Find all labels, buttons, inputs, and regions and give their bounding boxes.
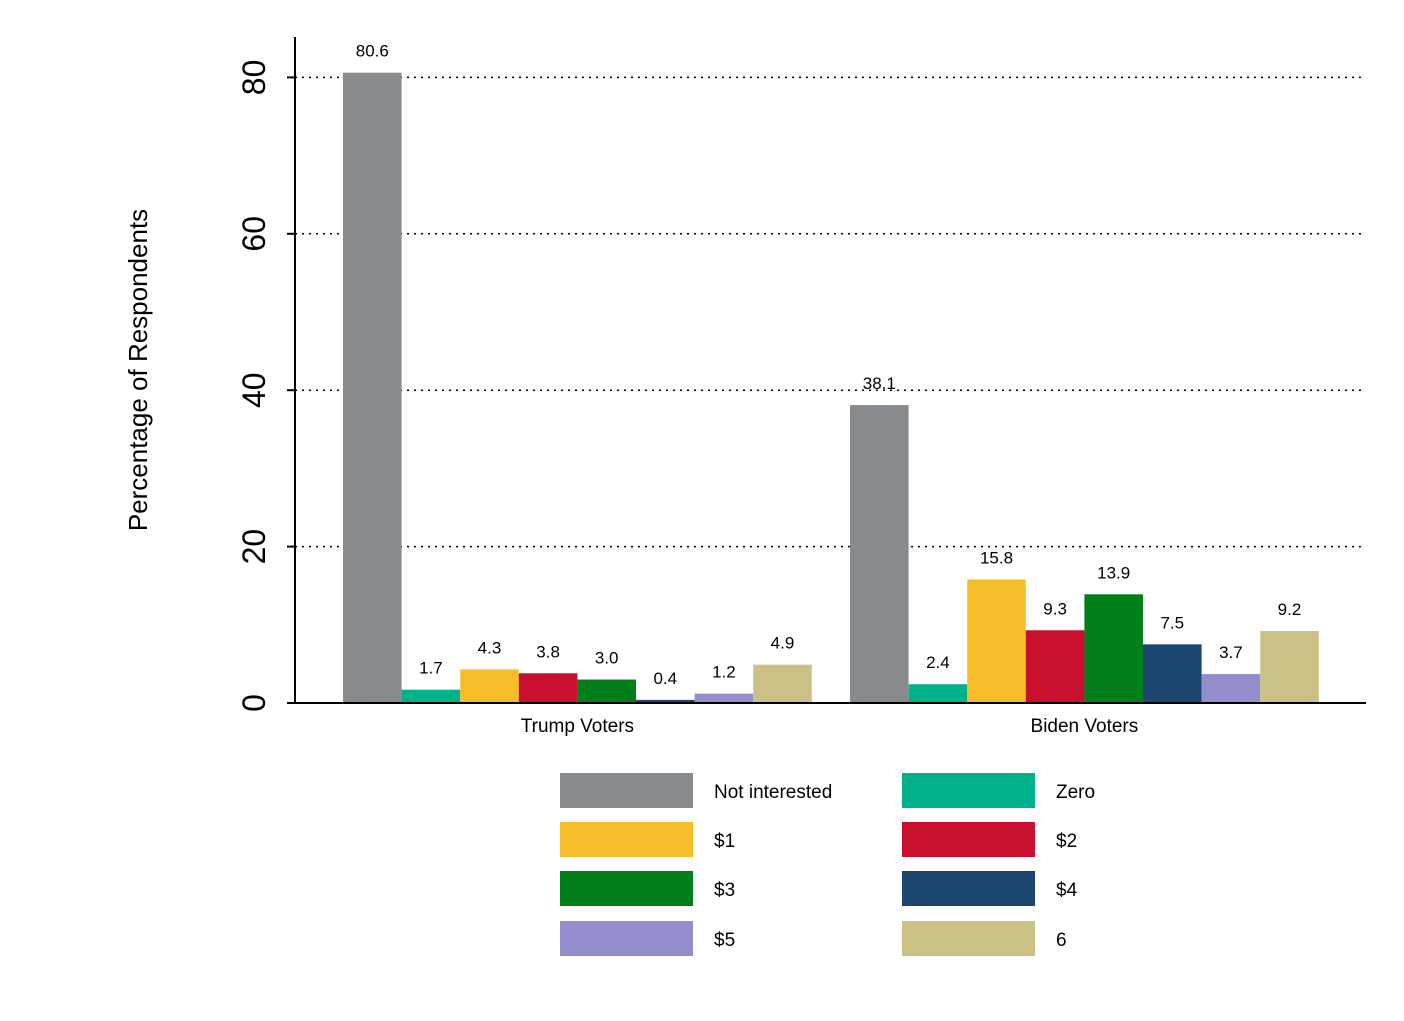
data-label: 7.5	[1160, 613, 1184, 632]
bar	[1201, 674, 1261, 703]
data-label: 15.8	[980, 548, 1013, 567]
bar	[850, 405, 909, 703]
legend-swatch	[902, 871, 1035, 906]
data-label: 2.4	[926, 653, 950, 672]
legend-swatch	[560, 921, 693, 956]
bar	[753, 664, 812, 703]
legend-label: $4	[1056, 880, 1078, 901]
data-label: 9.3	[1043, 599, 1067, 618]
data-label: 3.8	[536, 642, 560, 661]
bar	[636, 699, 695, 703]
bar	[1143, 644, 1202, 703]
bar	[401, 689, 461, 703]
bar	[1084, 594, 1143, 703]
legend-swatch	[902, 921, 1035, 956]
legend-label: Zero	[1056, 782, 1095, 803]
y-tick-label: 80	[236, 60, 272, 96]
data-label: 1.2	[712, 663, 736, 682]
bars	[343, 72, 1319, 703]
data-label: 3.7	[1219, 643, 1243, 662]
y-tick-label: 0	[236, 694, 272, 712]
bar	[1260, 631, 1319, 703]
data-label: 38.1	[863, 374, 896, 393]
x-tick-label: Biden Voters	[1031, 716, 1139, 737]
data-label: 80.6	[356, 42, 389, 61]
bar	[967, 579, 1026, 703]
legend-label: $2	[1056, 831, 1077, 852]
legend-label: $1	[714, 831, 735, 852]
y-axis-title: Percentage of Respondents	[123, 209, 153, 531]
y-tick-label: 60	[236, 216, 272, 252]
legend-swatch	[560, 773, 693, 808]
bar	[518, 673, 578, 703]
legend-swatch	[902, 822, 1035, 857]
bar	[577, 679, 636, 703]
bar	[694, 693, 754, 703]
bar	[460, 669, 519, 703]
legend-swatch	[560, 871, 693, 906]
bar	[343, 72, 402, 703]
data-label: 1.7	[419, 659, 443, 678]
data-label: 4.3	[478, 638, 502, 657]
y-tick-label: 20	[236, 529, 272, 565]
legend-swatch	[560, 822, 693, 857]
legend-label: $3	[714, 880, 735, 901]
legend-label: Not interested	[714, 782, 832, 803]
gridlines	[295, 76, 1366, 548]
y-tick-labels: 0 20 40 60 80	[236, 60, 295, 712]
data-label: 0.4	[653, 669, 677, 688]
y-tick-label: 40	[236, 372, 272, 408]
data-label: 3.0	[595, 649, 619, 668]
legend-label: 6	[1056, 930, 1067, 951]
bar	[1025, 630, 1085, 703]
data-labels: 80.6 1.7 4.3 3.8 3.0 0.4 1.2 4.9 38.1 2.4 15.8 9.3 1…	[356, 42, 1302, 688]
bar	[908, 684, 968, 703]
data-label: 13.9	[1097, 563, 1130, 582]
x-tick-label: Trump Voters	[521, 716, 634, 737]
axes	[294, 37, 1366, 704]
data-label: 9.2	[1278, 600, 1302, 619]
legend: Not interested Zero $1 $2 $3 $4 $5 6	[560, 773, 1095, 956]
legend-swatch	[902, 773, 1035, 808]
legend-label: $5	[714, 930, 735, 951]
data-label: 4.9	[771, 634, 795, 653]
x-tick-labels: Trump Voters Biden Voters	[521, 716, 1139, 737]
